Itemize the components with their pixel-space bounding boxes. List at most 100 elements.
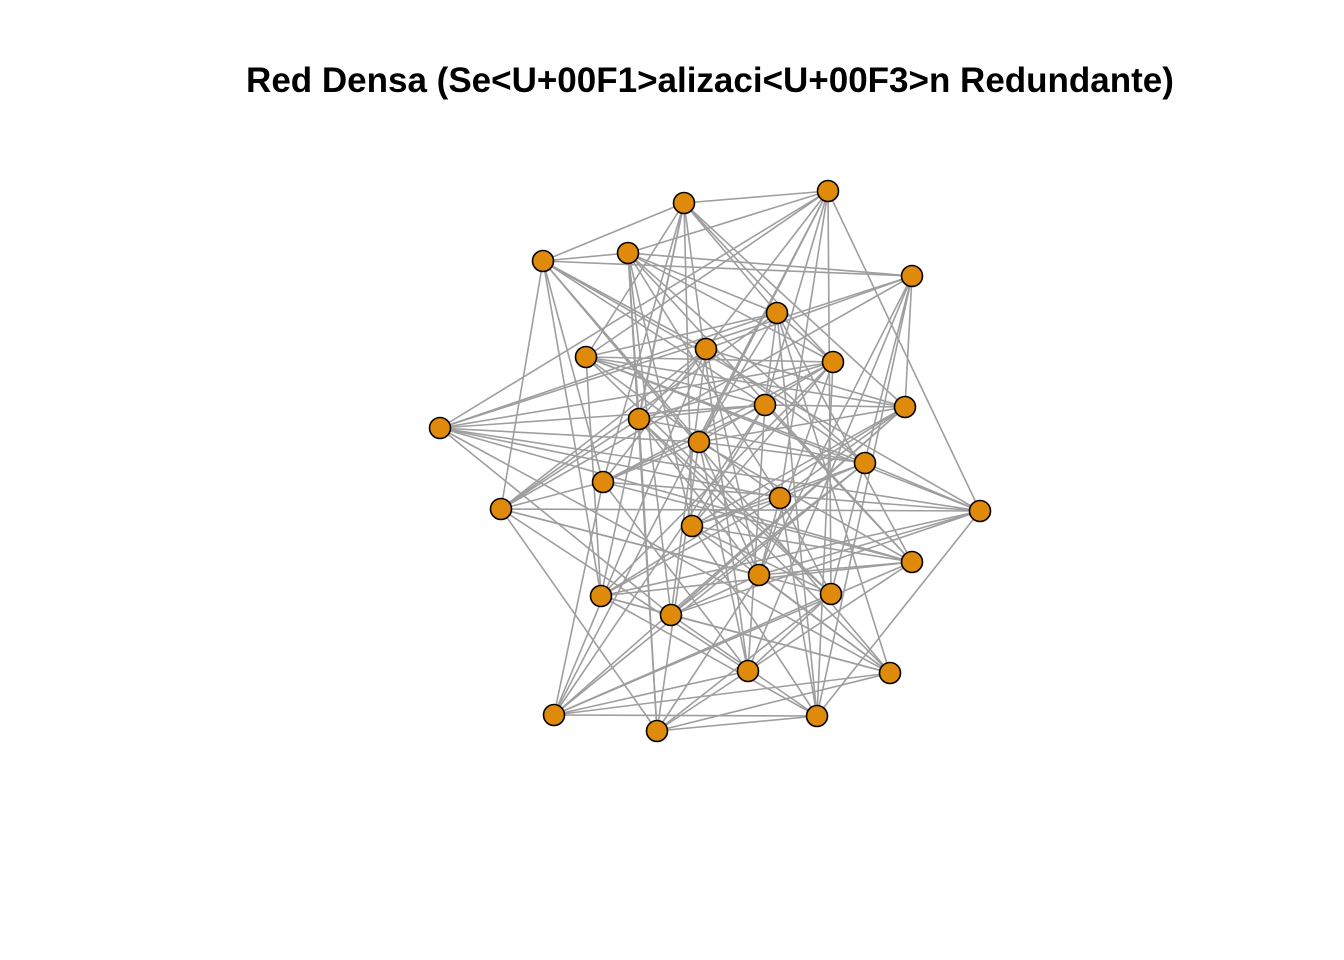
- edge-16-28: [553, 481, 604, 716]
- edge-19-22: [691, 525, 913, 563]
- node-4: [616, 241, 640, 265]
- edge-4-15: [627, 252, 866, 464]
- node-23: [589, 584, 613, 608]
- edge-8-16: [602, 348, 707, 483]
- node-17: [768, 486, 792, 510]
- edge-7-13: [585, 356, 906, 408]
- edge-17-29: [779, 497, 818, 717]
- edge-26-30: [656, 670, 749, 732]
- edge-3-16: [542, 260, 604, 483]
- edge-20-21: [758, 510, 981, 576]
- edge-8-21: [705, 348, 760, 576]
- edge-10-25: [439, 427, 672, 616]
- edge-13-17: [779, 406, 906, 499]
- node-12: [753, 393, 777, 417]
- edge-1-3: [542, 202, 685, 262]
- edge-16-26: [602, 481, 749, 672]
- edge-20-25: [670, 510, 981, 616]
- edge-20-23: [600, 510, 981, 597]
- edge-1-2: [683, 190, 829, 204]
- edge-4-19: [627, 252, 693, 527]
- edge-6-9: [776, 312, 834, 363]
- edge-17-24: [779, 497, 832, 595]
- node-10: [428, 416, 452, 440]
- node-22: [900, 550, 924, 574]
- edge-10-12: [439, 404, 766, 429]
- edge-6-7: [585, 312, 778, 358]
- edge-2-28: [553, 190, 829, 716]
- edge-4-6: [627, 252, 778, 314]
- edge-14-15: [698, 441, 866, 464]
- edge-14-30: [656, 441, 700, 732]
- edge-10-17: [439, 427, 781, 499]
- edge-14-16: [602, 441, 700, 483]
- edge-20-29: [816, 510, 981, 717]
- edge-25-27: [670, 614, 891, 674]
- edge-13-14: [698, 406, 906, 443]
- edge-16-18: [500, 481, 604, 510]
- node-3: [531, 249, 555, 273]
- edge-9-10: [439, 361, 834, 429]
- edge-17-19: [691, 497, 781, 527]
- edge-21-27: [758, 574, 891, 674]
- node-1: [672, 191, 696, 215]
- edge-8-11: [638, 348, 707, 420]
- edge-7-20: [585, 356, 981, 512]
- node-6: [765, 301, 789, 325]
- node-28: [542, 703, 566, 727]
- edge-4-5: [627, 252, 913, 277]
- edge-11-18: [500, 418, 640, 510]
- edge-15-28: [553, 462, 866, 716]
- edge-1-16: [602, 202, 685, 483]
- node-21: [747, 563, 771, 587]
- edge-8-18: [500, 348, 707, 510]
- node-18: [489, 497, 513, 521]
- node-26: [736, 659, 760, 683]
- edge-21-25: [670, 574, 760, 616]
- node-19: [680, 514, 704, 538]
- edge-3-4: [542, 252, 629, 262]
- edge-12-13: [764, 404, 906, 408]
- edge-14-21: [698, 441, 760, 576]
- edge-23-29: [600, 595, 818, 717]
- edge-11-30: [638, 418, 658, 732]
- edge-2-4: [627, 190, 829, 254]
- edge-5-18: [500, 275, 913, 510]
- edge-5-10: [439, 275, 913, 429]
- node-11: [627, 407, 651, 431]
- edge-15-20: [864, 462, 981, 512]
- edge-24-28: [553, 593, 832, 716]
- node-14: [687, 430, 711, 454]
- edge-26-28: [553, 670, 749, 716]
- node-27: [878, 661, 902, 685]
- edge-6-22: [776, 312, 913, 563]
- edge-9-23: [600, 361, 834, 597]
- node-2: [816, 179, 840, 203]
- node-29: [805, 704, 829, 728]
- edge-11-24: [638, 418, 832, 595]
- edge-11-27: [638, 418, 891, 674]
- edge-10-20: [439, 427, 981, 512]
- edge-16-20: [602, 481, 981, 512]
- edge-27-28: [553, 672, 891, 716]
- edge-27-30: [656, 672, 891, 732]
- node-7: [574, 345, 598, 369]
- node-25: [659, 603, 683, 627]
- edge-12-16: [602, 404, 766, 483]
- chart-title: Red Densa (Se<U+00F1>alizaci<U+00F3>n Re…: [246, 61, 1174, 100]
- edge-14-22: [698, 441, 913, 563]
- edge-21-30: [656, 574, 760, 732]
- node-24: [819, 582, 843, 606]
- node-layer: [428, 179, 992, 743]
- edge-2-7: [585, 190, 829, 358]
- edge-10-22: [439, 427, 913, 563]
- edge-18-20: [500, 508, 981, 512]
- edge-13-23: [600, 406, 906, 597]
- edge-12-19: [691, 404, 766, 527]
- edge-11-12: [638, 404, 766, 420]
- edge-2-17: [779, 190, 829, 499]
- node-16: [591, 470, 615, 494]
- edge-4-9: [627, 252, 834, 363]
